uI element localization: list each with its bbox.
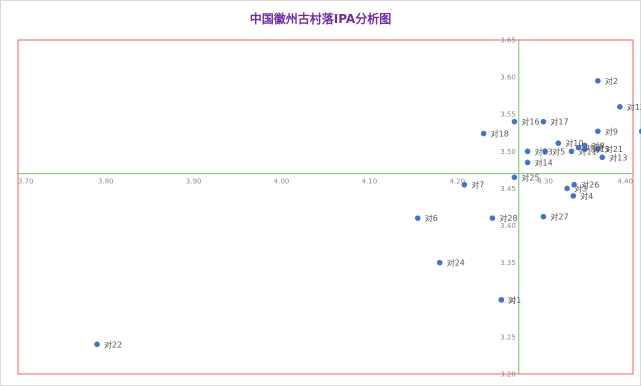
y-tick-label: 3.65 (500, 37, 516, 45)
y-tick-label: 3.30 (500, 296, 516, 304)
x-tick-label: 4.40 (617, 178, 633, 186)
y-tick-label: 3.55 (500, 111, 516, 119)
data-point (511, 118, 518, 125)
data-label: 对24 (447, 258, 465, 268)
y-tick-label: 3.35 (500, 259, 516, 267)
y-tick-label: 3.50 (500, 148, 516, 156)
data-label: 对5 (552, 146, 565, 156)
data-label: 对11 (579, 146, 597, 156)
data-label: 对15 (592, 144, 610, 154)
data-label: 对2 (605, 76, 618, 86)
x-tick-label: 4.30 (537, 178, 553, 186)
data-label: 对27 (550, 212, 568, 222)
data-label: 对3 (574, 183, 587, 193)
data-point (480, 130, 487, 137)
data-point (570, 193, 577, 199)
data-label: 对17 (550, 117, 568, 127)
data-label: 对14 (535, 157, 553, 167)
data-label: 对25 (521, 172, 539, 182)
y-tick-label: 3.45 (500, 185, 516, 193)
x-tick-label: 4.00 (274, 178, 290, 186)
data-point (599, 154, 606, 161)
data-label: 对28 (499, 213, 517, 223)
y-tick-label: 3.60 (500, 74, 516, 82)
data-label: 对19 (586, 143, 604, 153)
data-label: 对8 (592, 140, 605, 150)
data-label: 对7 (471, 180, 484, 190)
data-point (575, 144, 582, 151)
data-point (489, 215, 496, 221)
data-point (617, 104, 623, 110)
data-point (568, 148, 575, 155)
data-point (564, 185, 570, 192)
data-point (511, 174, 518, 181)
data-point (540, 213, 547, 220)
plot-area-border (17, 39, 634, 375)
data-point (595, 128, 601, 135)
chart-title: 中国徽州古村落IPA分析图 (249, 12, 392, 26)
data-label: 对16 (521, 117, 539, 127)
data-point (542, 148, 548, 155)
data-point (581, 146, 588, 152)
x-tick-label: 3.90 (186, 178, 202, 186)
data-label: 对12 (627, 102, 641, 112)
data-label: 对23 (535, 146, 553, 156)
data-point (555, 140, 562, 146)
y-tick-labels: 3.20 3.25 3.30 3.35 3.40 3.45 3.50 3.55 3.60 3.65 (500, 37, 516, 379)
data-label: 对21 (605, 144, 623, 154)
data-point (595, 146, 601, 152)
data-point (94, 341, 100, 348)
data-label: 对9 (605, 126, 618, 136)
data-point (540, 118, 547, 125)
data-label: 对26 (581, 180, 599, 190)
data-point (638, 128, 641, 134)
data-label: 对6 (425, 213, 438, 223)
x-tick-labels: 3.70 3.80 3.90 4.00 4.10 4.20 4.30 4.40 (18, 178, 633, 186)
data-label: 对13 (609, 152, 627, 162)
data-point (461, 181, 468, 188)
data-point (524, 148, 531, 155)
x-tick-label: 4.20 (449, 178, 465, 186)
data-label: 对22 (104, 339, 122, 349)
data-point (571, 181, 577, 188)
data-point (595, 78, 601, 84)
y-tick-label: 3.20 (500, 371, 516, 379)
data-points (94, 78, 641, 348)
x-tick-label: 3.80 (98, 178, 114, 186)
data-label: 对4 (580, 191, 593, 201)
data-point (436, 259, 443, 266)
data-point (498, 296, 505, 303)
data-label: 对10 (565, 138, 583, 148)
x-tick-label: 4.10 (362, 178, 378, 186)
data-point (524, 159, 531, 166)
y-tick-label: 3.40 (500, 222, 516, 230)
data-point (414, 215, 421, 221)
data-label: 对18 (491, 129, 509, 139)
x-tick-label: 3.70 (18, 178, 34, 186)
data-label: 对1 (508, 295, 521, 305)
y-tick-label: 3.25 (500, 333, 516, 341)
